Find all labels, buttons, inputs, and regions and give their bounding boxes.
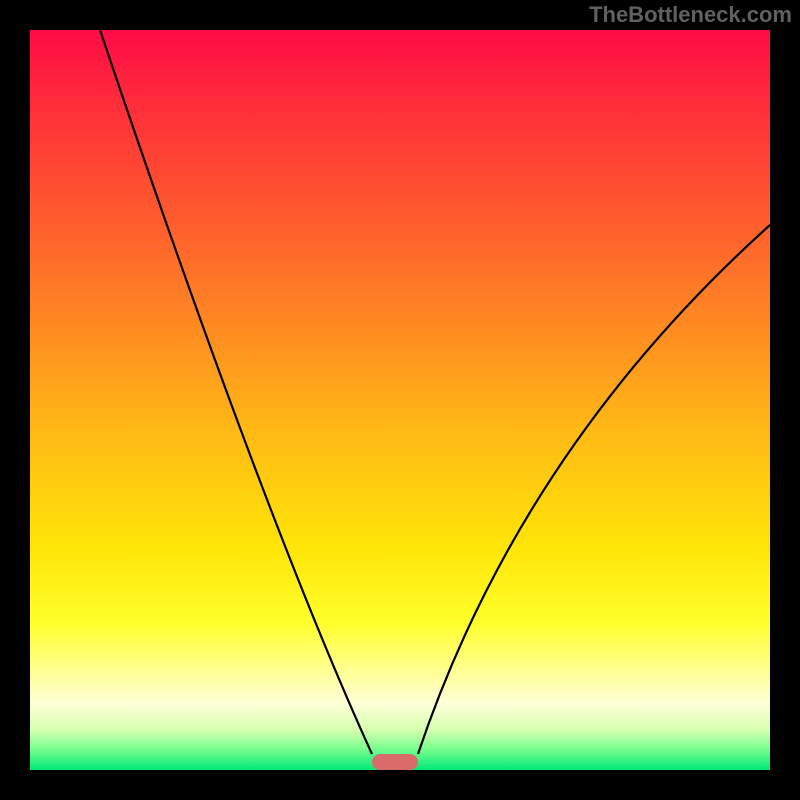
plot-background	[30, 30, 770, 770]
bottleneck-chart	[0, 0, 800, 800]
chart-container: TheBottleneck.com	[0, 0, 800, 800]
watermark-text: TheBottleneck.com	[589, 2, 792, 28]
optimal-marker	[372, 754, 418, 770]
